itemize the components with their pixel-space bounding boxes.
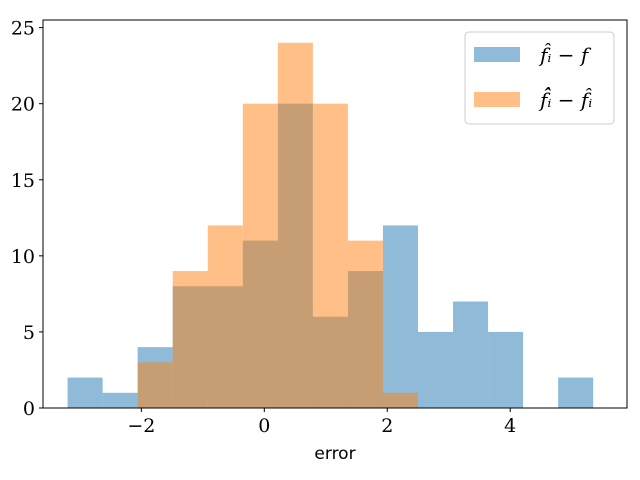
y-tick-label: 25 [11,18,35,40]
histogram-bar-series-1 [558,377,594,408]
x-axis-label: error [314,444,355,464]
legend-swatch-series-1 [474,47,520,62]
histogram-bar-series-2 [277,42,313,409]
histogram-bar-series-2 [172,271,208,408]
x-tick-label: 2 [381,415,393,437]
y-tick-label: 15 [11,170,35,192]
histogram-bar-series-2 [382,392,418,408]
y-tick-label: 0 [23,398,35,420]
histogram-bar-series-2 [137,362,173,408]
legend: f̂ᵢ − f f̂̂ᵢ − f̂ᵢ [464,31,615,125]
y-tick-label: 5 [23,322,35,344]
axes-frame [42,19,628,409]
bars-layer [67,42,594,409]
histogram-bar-series-2 [207,225,243,408]
x-tick-label: −2 [127,415,155,437]
histogram-bar-series-2 [242,103,278,408]
histogram-bar-series-1 [67,377,103,408]
histogram-bar-series-2 [312,103,348,408]
histogram-bar-series-1 [453,301,489,408]
ticks-layer: −2 0 2 4 0 5 10 15 20 25 [11,18,516,437]
legend-label-series-2: f̂̂ᵢ − f̂ᵢ [538,86,593,112]
histogram-bar-series-1 [102,392,138,408]
histogram-bar-series-1 [417,331,454,408]
legend-swatch-series-2 [474,92,520,107]
y-tick-label: 10 [11,246,35,268]
histogram-bar-series-1 [488,331,524,408]
histogram-bar-series-1 [382,225,418,408]
histogram-bar-series-2 [347,240,383,408]
y-tick-label: 20 [11,94,35,116]
legend-label-series-1: f̂ᵢ − f [538,43,592,67]
x-tick-label: 4 [504,415,516,437]
x-tick-label: 0 [258,415,270,437]
